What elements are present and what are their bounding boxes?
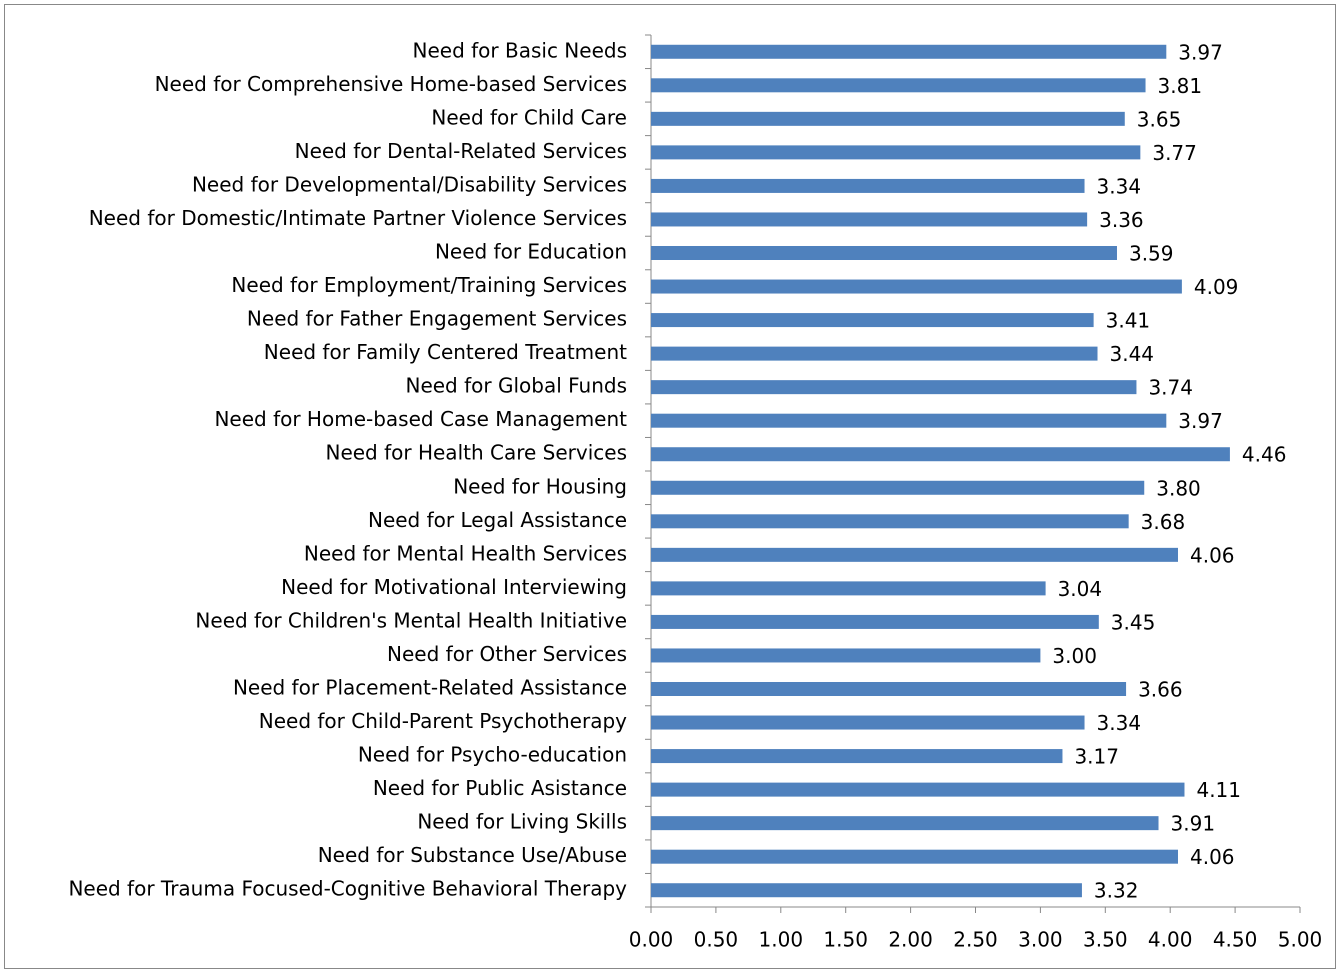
- value-label: 3.32: [1094, 879, 1139, 903]
- bar: [651, 816, 1159, 831]
- value-label: 3.59: [1129, 242, 1174, 266]
- bar: [651, 715, 1085, 730]
- value-label: 3.74: [1148, 376, 1193, 400]
- x-tick-label: 5.00: [1278, 928, 1323, 952]
- bar: [651, 547, 1178, 562]
- y-tick-label: Need for Mental Health Services: [304, 541, 627, 565]
- y-tick-label: Need for Health Care Services: [325, 441, 627, 465]
- x-tick-label: 4.50: [1213, 928, 1258, 952]
- bar: [651, 178, 1085, 193]
- x-tick-label: 1.50: [823, 928, 868, 952]
- y-tick-label: Need for Legal Assistance: [368, 508, 627, 532]
- value-label: 3.41: [1106, 309, 1151, 333]
- value-label: 3.45: [1111, 610, 1156, 634]
- bar: [651, 648, 1041, 663]
- value-label: 3.34: [1097, 711, 1142, 735]
- bar: [651, 849, 1178, 864]
- y-tick-label: Need for Home-based Case Management: [214, 407, 627, 431]
- value-label: 3.81: [1158, 74, 1203, 98]
- y-tick-label: Need for Education: [435, 240, 627, 264]
- y-tick-label: Need for Motivational Interviewing: [281, 575, 627, 599]
- x-tick-label: 4.00: [1148, 928, 1193, 952]
- value-label: 3.00: [1052, 644, 1097, 668]
- value-label: 3.68: [1141, 510, 1186, 534]
- x-tick-label: 1.00: [759, 928, 804, 952]
- bar: [651, 246, 1117, 260]
- bar: [651, 145, 1141, 160]
- y-tick-label: Need for Employment/Training Services: [231, 273, 627, 297]
- y-tick-label: Need for Substance Use/Abuse: [318, 843, 627, 867]
- bar: [651, 78, 1146, 93]
- value-label: 3.97: [1178, 40, 1223, 64]
- y-tick-label: Need for Placement-Related Assistance: [233, 676, 627, 700]
- x-tick-label: 3.50: [1083, 928, 1128, 952]
- value-label: 4.11: [1196, 778, 1241, 802]
- y-tick-label: Need for Public Asistance: [373, 776, 627, 800]
- x-tick-label: 2.50: [953, 928, 998, 952]
- value-label: 3.04: [1058, 577, 1103, 601]
- bar: [651, 44, 1167, 59]
- bar: [651, 380, 1137, 395]
- value-label: 3.36: [1099, 208, 1144, 232]
- value-label: 3.66: [1138, 678, 1183, 702]
- y-tick-label: Need for Developmental/Disability Servic…: [192, 172, 627, 196]
- y-tick-label: Need for Father Engagement Services: [247, 307, 627, 331]
- y-tick-label: Need for Children's Mental Health Initia…: [195, 608, 627, 632]
- value-label: 3.80: [1156, 476, 1201, 500]
- bar: [651, 614, 1099, 629]
- value-label: 3.97: [1178, 409, 1223, 433]
- x-tick-label: 3.00: [1018, 928, 1063, 952]
- value-label: 4.06: [1190, 845, 1235, 869]
- y-tick-label: Need for Dental-Related Services: [295, 139, 627, 163]
- bar: [651, 749, 1063, 764]
- bar: [651, 111, 1125, 126]
- y-tick-label: Need for Basic Needs: [413, 38, 627, 62]
- value-label: 4.09: [1194, 275, 1239, 299]
- value-label: 3.17: [1074, 745, 1119, 769]
- bar: [651, 279, 1182, 294]
- x-tick-label: 0.50: [694, 928, 739, 952]
- value-label: 3.91: [1171, 812, 1216, 836]
- value-label: 4.46: [1242, 443, 1287, 467]
- y-tick-label: Need for Child Care: [431, 105, 627, 129]
- x-tick-label: 2.00: [888, 928, 933, 952]
- y-tick-label: Need for Global Funds: [405, 374, 627, 398]
- bar: [651, 447, 1230, 462]
- bar: [651, 581, 1046, 596]
- value-label: 4.06: [1190, 543, 1235, 567]
- y-tick-label: Need for Other Services: [387, 642, 627, 666]
- y-tick-label: Need for Living Skills: [417, 810, 627, 834]
- value-label: 3.44: [1110, 342, 1155, 366]
- bar: [651, 883, 1082, 898]
- y-tick-label: Need for Comprehensive Home-based Servic…: [155, 72, 627, 96]
- x-tick-label: 0.00: [629, 928, 674, 952]
- bar: [651, 313, 1094, 328]
- y-tick-label: Need for Family Centered Treatment: [264, 340, 627, 364]
- y-tick-label: Need for Trauma Focused-Cognitive Behavi…: [68, 877, 627, 901]
- y-tick-label: Need for Domestic/Intimate Partner Viole…: [89, 206, 627, 230]
- y-tick-label: Need for Child-Parent Psychotherapy: [259, 709, 627, 733]
- value-label: 3.34: [1097, 174, 1142, 198]
- y-tick-label: Need for Housing: [453, 474, 627, 498]
- value-label: 3.77: [1152, 141, 1197, 165]
- bar: [651, 480, 1145, 495]
- bar: [651, 212, 1088, 227]
- bar: [651, 514, 1129, 529]
- bar: [651, 346, 1098, 361]
- bar: [651, 782, 1185, 797]
- bar: [651, 682, 1127, 696]
- bar: [651, 413, 1167, 428]
- y-tick-label: Need for Psycho-education: [358, 743, 627, 767]
- value-label: 3.65: [1137, 107, 1182, 131]
